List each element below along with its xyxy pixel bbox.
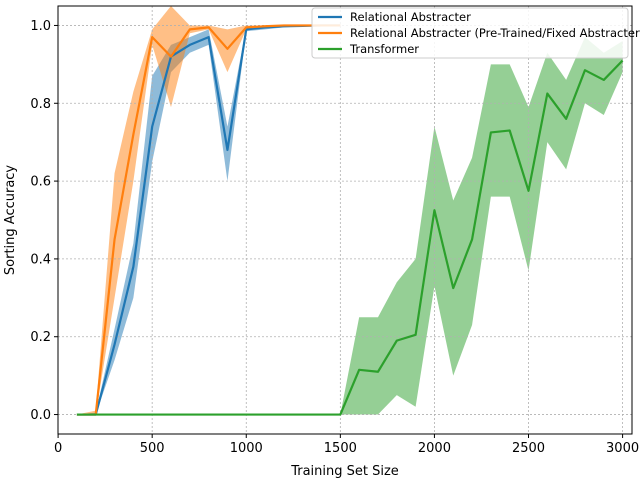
- y-tick-label: 0.4: [30, 252, 51, 267]
- y-tick-label: 0.0: [30, 408, 51, 423]
- y-tick-label: 1.0: [30, 19, 51, 34]
- series-lines: [76, 24, 624, 416]
- legend-label-1: Relational Abstracter (Pre-Trained/Fixed…: [350, 26, 640, 40]
- legend: Relational Abstracter Relational Abstract…: [311, 7, 640, 59]
- series-line-1: [76, 24, 341, 416]
- y-tick-label: 0.2: [30, 330, 51, 345]
- plot-frame: [57, 5, 633, 435]
- x-axis-label: Training Set Size: [290, 464, 399, 479]
- series-line-2: [76, 59, 624, 416]
- y-axis: 0.0 0.2 0.4 0.6 0.8 1.0: [30, 19, 58, 423]
- x-tick-label: 2000: [418, 441, 451, 456]
- x-tick-label: 3000: [606, 441, 639, 456]
- legend-label-0: Relational Abstracter: [350, 10, 471, 24]
- y-tick-label: 0.6: [30, 175, 51, 190]
- x-axis: 0 500 1000 1500 2000 2500 3000: [54, 434, 639, 456]
- legend-box: [311, 7, 629, 59]
- legend-label-2: Transformer: [349, 42, 419, 56]
- x-tick-label: 500: [140, 441, 165, 456]
- x-tick-label: 2500: [512, 441, 545, 456]
- confidence-band-2: [76, 37, 623, 415]
- confidence-band-1: [76, 6, 341, 415]
- x-tick-label: 0: [54, 441, 62, 456]
- x-tick-label: 1000: [230, 441, 263, 456]
- x-tick-label: 1500: [324, 441, 357, 456]
- confidence-bands: [76, 6, 623, 415]
- y-axis-label: Sorting Accuracy: [3, 165, 18, 276]
- y-tick-label: 0.8: [30, 97, 51, 112]
